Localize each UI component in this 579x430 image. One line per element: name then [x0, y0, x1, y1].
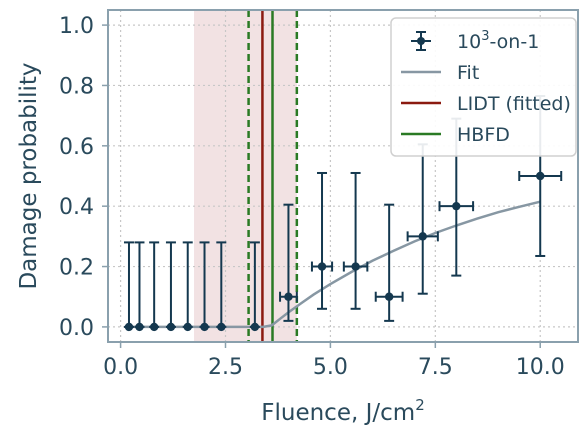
legend-entry-data: 103-on-1 — [411, 29, 539, 53]
legend: 103-on-1 Fit LIDT (fitted) HBFD — [390, 17, 577, 157]
legend-entry-lidt: LIDT (fitted) — [401, 93, 571, 115]
x-axis-label-superscript: 2 — [415, 396, 425, 414]
data-marker — [284, 292, 293, 301]
x-tick-label-3: 7.5 — [418, 355, 453, 380]
data-point-9 — [310, 171, 334, 310]
legend-entry-fit: Fit — [401, 62, 479, 84]
x-tick-label-1: 2.5 — [208, 355, 243, 380]
data-marker — [384, 292, 394, 301]
x-axis-label: Fluence, J/cm2 — [261, 396, 424, 426]
x-tick-label-4: 10.0 — [516, 355, 565, 380]
data-marker — [217, 322, 226, 332]
data-marker — [124, 322, 134, 332]
legend-hbfd-label: HBFD — [457, 124, 510, 146]
data-marker — [452, 201, 461, 211]
data-marker — [166, 322, 176, 332]
legend-fit-label: Fit — [457, 62, 479, 84]
data-point-6 — [216, 241, 227, 332]
data-point-1 — [134, 241, 145, 332]
y-axis-label: Damage probability — [16, 62, 42, 289]
data-point-5 — [199, 241, 210, 332]
data-point-12 — [406, 143, 439, 295]
data-marker — [149, 322, 159, 332]
data-marker — [317, 262, 327, 271]
data-marker — [135, 322, 144, 332]
y-tick-label-3: 0.6 — [59, 135, 94, 160]
data-point-3 — [165, 241, 176, 332]
y-tick-label-2: 0.4 — [59, 195, 94, 220]
data-marker — [536, 171, 545, 181]
data-marker — [351, 262, 360, 271]
legend-lidt-label: LIDT (fitted) — [457, 93, 571, 115]
legend-box — [390, 17, 577, 157]
legend-data-marker — [417, 37, 425, 45]
data-point-0 — [123, 241, 134, 332]
x-tick-label-2: 5.0 — [313, 355, 348, 380]
y-tick-label-0: 0.0 — [59, 316, 94, 341]
data-point-11 — [374, 203, 404, 322]
y-tick-label-1: 0.2 — [59, 256, 94, 281]
legend-entry-hbfd: HBFD — [401, 124, 510, 146]
legend-data-label-sup: 3 — [481, 29, 489, 44]
data-marker — [200, 322, 209, 332]
hbfd-uncertainty-band — [194, 10, 297, 342]
x-tick-label-0: 0.0 — [103, 355, 138, 380]
legend-data-label-rest: -on-1 — [489, 31, 539, 53]
data-point-8 — [279, 203, 298, 322]
fit-curve — [129, 200, 541, 329]
data-point-2 — [149, 241, 160, 332]
data-point-10 — [342, 171, 369, 310]
y-tick-label-5: 1.0 — [59, 14, 94, 39]
data-point-7 — [249, 241, 260, 332]
data-marker — [418, 232, 427, 241]
legend-data-label-base: 10 — [457, 31, 481, 53]
data-marker — [183, 322, 192, 332]
plot-frame — [107, 9, 579, 343]
y-tick-label-4: 0.8 — [59, 74, 94, 99]
x-axis-label-text: Fluence, J/cm — [261, 400, 415, 426]
legend-data-label: 103-on-1 — [457, 29, 539, 53]
data-marker — [250, 322, 260, 332]
data-point-4 — [182, 241, 193, 332]
